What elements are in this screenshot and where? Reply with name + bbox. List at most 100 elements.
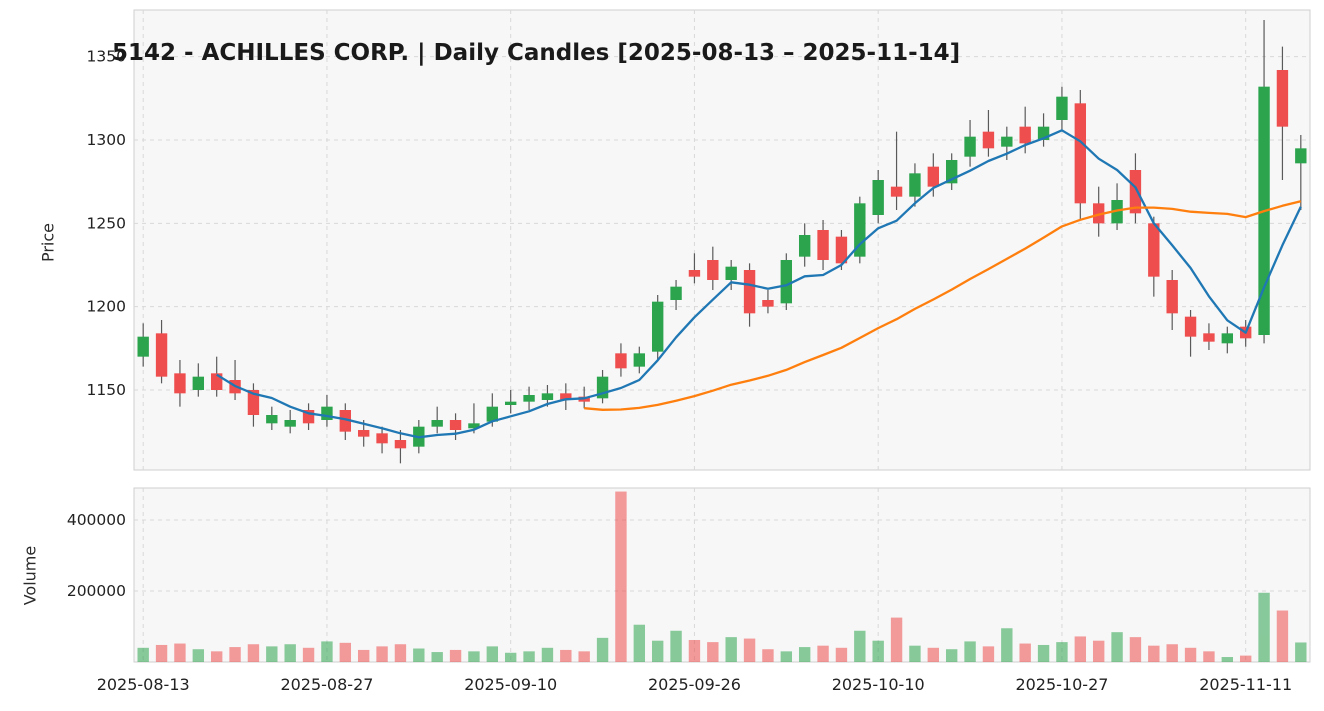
candle-body bbox=[302, 410, 315, 424]
candle-body bbox=[468, 423, 480, 429]
grid-layer bbox=[134, 10, 1310, 662]
candle-body bbox=[798, 235, 811, 257]
price-tick-label: 1200 bbox=[87, 298, 126, 316]
candle-body bbox=[1056, 96, 1068, 120]
volume-bar bbox=[651, 640, 664, 662]
candle-body bbox=[376, 433, 388, 444]
volume-bar bbox=[743, 638, 756, 662]
date-tick-label: 2025-10-27 bbox=[1015, 675, 1108, 694]
volume-tick-label: 200000 bbox=[67, 582, 126, 600]
volume-bar bbox=[1184, 647, 1197, 662]
candle-body bbox=[670, 286, 682, 300]
volume-bar bbox=[578, 651, 590, 662]
candle-body bbox=[155, 333, 168, 377]
candle-body bbox=[174, 373, 186, 394]
volume-bar bbox=[486, 646, 499, 662]
volume-bar bbox=[762, 649, 774, 662]
candle-body bbox=[247, 390, 260, 415]
candle-body bbox=[927, 166, 940, 187]
volume-bar bbox=[964, 641, 976, 662]
candle-body bbox=[1184, 316, 1197, 337]
candle-body bbox=[1276, 70, 1289, 127]
candle-body bbox=[1001, 136, 1013, 147]
volume-bar bbox=[945, 649, 958, 662]
candle-body bbox=[762, 300, 774, 307]
candle-body bbox=[651, 301, 664, 352]
volume-bar bbox=[1295, 642, 1307, 662]
volume-bar bbox=[707, 642, 719, 662]
candle-body bbox=[780, 260, 793, 304]
volume-bar bbox=[615, 491, 627, 662]
volume-bar bbox=[1166, 644, 1178, 662]
candle-body bbox=[449, 420, 462, 430]
candle-body bbox=[633, 353, 646, 367]
candle-body bbox=[854, 203, 866, 257]
volume-bar bbox=[137, 647, 149, 662]
volume-bar bbox=[633, 624, 646, 662]
volume-bar bbox=[1056, 642, 1068, 662]
volume-bar bbox=[1111, 632, 1123, 662]
volume-bar bbox=[210, 651, 223, 662]
panel-backgrounds bbox=[133, 9, 1311, 663]
volume-bar bbox=[596, 637, 609, 662]
candle-body bbox=[1129, 170, 1142, 214]
volume-bar bbox=[229, 647, 241, 662]
volume-bar bbox=[394, 644, 407, 662]
candle-body bbox=[835, 236, 848, 264]
volume-bar bbox=[192, 649, 205, 662]
candle-body bbox=[210, 373, 223, 390]
candle-body bbox=[1092, 203, 1105, 224]
ma-short-line bbox=[216, 129, 1302, 439]
volume-bar bbox=[155, 644, 168, 662]
volume-bar bbox=[357, 649, 370, 662]
volume-bar bbox=[541, 647, 554, 662]
volume-tick-label: 400000 bbox=[67, 511, 126, 529]
candle-body bbox=[1295, 148, 1307, 164]
volume-bar bbox=[174, 643, 186, 662]
candle-body bbox=[1037, 126, 1050, 140]
volume-bar bbox=[523, 651, 535, 662]
candle-body bbox=[192, 376, 205, 390]
candle-body bbox=[1148, 223, 1160, 277]
candle-body bbox=[1074, 103, 1087, 204]
candle-body bbox=[982, 131, 995, 149]
axis-ticks: 1150 1200 1250 1300 1350 200000 400000 2025-08-… bbox=[67, 48, 1292, 694]
volume-bar bbox=[1037, 644, 1050, 662]
volume-bar bbox=[1239, 655, 1252, 662]
candle-body bbox=[1019, 126, 1031, 144]
volume-bar bbox=[1129, 637, 1142, 662]
volume-bar bbox=[284, 644, 296, 662]
candle-body bbox=[872, 180, 884, 215]
volume-bar bbox=[247, 644, 260, 662]
candle-body bbox=[743, 270, 756, 314]
volume-bar bbox=[872, 640, 884, 662]
ma-lines bbox=[216, 129, 1302, 439]
volume-bar bbox=[1203, 651, 1215, 662]
volume-bar bbox=[725, 637, 737, 662]
volume-bar bbox=[1148, 645, 1160, 662]
volume-bar bbox=[560, 649, 572, 662]
candle-body bbox=[137, 336, 149, 357]
candle-body bbox=[339, 410, 352, 432]
price-tick-label: 1250 bbox=[87, 214, 126, 232]
date-tick-label: 2025-08-13 bbox=[97, 675, 190, 694]
volume-bar bbox=[266, 646, 278, 662]
candle-body bbox=[486, 406, 499, 422]
volume-bar bbox=[339, 642, 352, 662]
volume-bar bbox=[854, 630, 866, 662]
date-tick-label: 2025-09-26 bbox=[648, 675, 741, 694]
candle-body bbox=[945, 160, 958, 184]
candle-body bbox=[394, 440, 407, 449]
volume-bar bbox=[982, 646, 995, 662]
volume-bar bbox=[1092, 640, 1105, 662]
volume-bar bbox=[449, 649, 462, 662]
candle-body bbox=[688, 270, 701, 277]
volume-bar bbox=[1258, 592, 1270, 662]
volume-bar bbox=[835, 647, 848, 662]
candle-body bbox=[357, 430, 370, 437]
date-tick-label: 2025-10-10 bbox=[832, 675, 925, 694]
volume-bar bbox=[302, 647, 315, 662]
volume-bar bbox=[1019, 643, 1031, 662]
candle-body bbox=[964, 136, 976, 157]
